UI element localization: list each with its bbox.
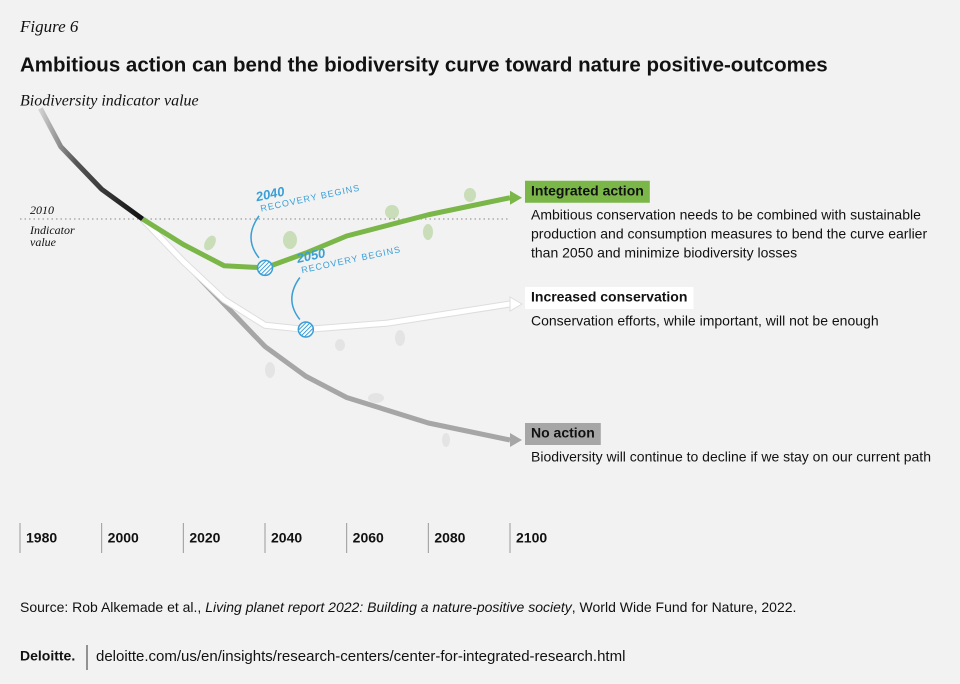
x-tick-label: 2040	[271, 530, 302, 546]
annotation-arrow	[250, 215, 260, 259]
source-title: Living planet report 2022: Building a na…	[205, 599, 573, 615]
leaf-decoration	[204, 188, 476, 251]
legend-box	[525, 287, 694, 309]
legend-description: Ambitious conservation needs to be combi…	[531, 206, 921, 222]
source-suffix: , World Wide Fund for Nature, 2022.	[572, 599, 797, 615]
x-tick-label: 2020	[189, 530, 220, 546]
reference-year: 2010	[30, 203, 54, 217]
legend-description: production and consumption measures to b…	[531, 225, 927, 241]
series-line	[141, 195, 511, 271]
x-tick-label: 2060	[353, 530, 384, 546]
legend-description: than 2050 and minimize biodiversity loss…	[531, 244, 797, 260]
x-tick-label: 2080	[434, 530, 465, 546]
arrow-head	[510, 190, 522, 205]
recovery-marker	[256, 259, 274, 277]
title: Ambitious action can bend the biodiversi…	[20, 53, 828, 76]
legend-label: Integrated action	[531, 182, 644, 198]
arrow-head	[509, 296, 523, 312]
series-line	[140, 217, 511, 332]
x-tick-label: 2100	[516, 530, 547, 546]
legend-label: Increased conservation	[531, 289, 687, 305]
history-line	[38, 107, 144, 222]
legend-label: No action	[531, 425, 595, 441]
x-tick-label: 1980	[26, 530, 57, 546]
source: Source: Rob Alkemade et al., Living plan…	[20, 599, 796, 615]
footer-url: deloitte.com/us/en/insights/research-cen…	[96, 648, 625, 665]
legend-description: Biodiversity will continue to decline if…	[531, 449, 931, 465]
legend-description: Conservation efforts, while important, w…	[531, 313, 879, 329]
reference-label: value	[30, 235, 57, 249]
arrow-head	[510, 433, 522, 447]
annotation-year: 2050	[294, 245, 327, 266]
annotation-arrow	[291, 277, 301, 320]
source-prefix: Source: Rob Alkemade et al.,	[20, 599, 205, 615]
reference-label: Indicator	[29, 223, 75, 237]
figure-label: Figure 6	[19, 17, 79, 36]
leaf-decoration	[265, 330, 450, 447]
legend-box	[525, 423, 601, 445]
y-axis-label: Biodiversity indicator value	[20, 93, 199, 110]
annotation-year: 2040	[253, 183, 286, 204]
recovery-marker	[297, 321, 315, 338]
x-tick-label: 2000	[108, 530, 139, 546]
legend-box	[525, 180, 650, 203]
brand: Deloitte.	[20, 648, 75, 664]
